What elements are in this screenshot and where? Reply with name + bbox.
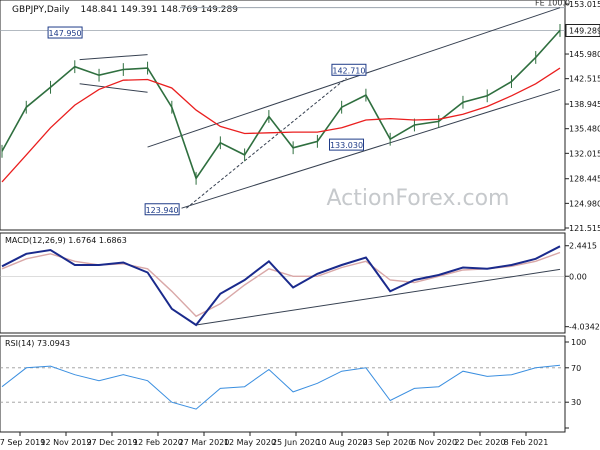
x-axis-label: 12 May 2020 [224,438,276,447]
x-axis-label: 12 Nov 2019 [40,438,91,447]
macd-y-tick-label: 0.00 [569,272,587,281]
rsi-layer [0,364,565,410]
price-panel [0,0,566,231]
ohlc-text: 148.841 149.391 148.769 149.289 [80,5,238,15]
channel-mid-line [186,77,347,209]
x-axis-label: 22 Dec 2020 [454,438,505,447]
price-y-tick-label: 142.515 [569,75,600,84]
price-annotation-box [47,26,83,39]
macd-line [1,245,561,327]
macd-panel [0,232,566,334]
price-y-tick-label: 149.289 [569,26,600,35]
price-y-tick-label: 132.015 [569,149,600,158]
flag-bottom-line [79,83,148,93]
chart-header: GBPJPY,Daily 148.841 149.391 148.769 149… [12,5,238,15]
macd-trend-line [196,268,561,326]
channel-lower-line [181,88,561,209]
price-y-tick-label: 138.945 [569,100,600,109]
watermark: ActionForex.com [327,186,510,211]
price-annotation-label: 133.030 [330,141,363,150]
price-annotation-label: 147.950 [49,29,82,38]
timeframe-text: ,Daily [44,5,70,15]
price-annotation-label: 142.710 [332,66,365,75]
rsi-y-tick-label: 30 [571,398,581,407]
moving-average-line [1,67,561,183]
x-axis-label: 27 Sep 2019 [0,438,45,447]
flag-top-line [79,54,148,61]
x-axis-label: 12 Feb 2020 [133,438,183,447]
price-y-tick-label: 124.980 [569,199,600,208]
x-axis-label: 27 Mar 2020 [179,438,230,447]
price-y-tick-label: 145.980 [569,50,600,59]
price-annotation-box [144,203,180,216]
macd-title: MACD(12,26,9) 1.6764 1.6863 [5,236,127,245]
x-axis-label: 6 Nov 2020 [411,438,457,447]
x-axis-label: 8 Feb 2021 [504,438,549,447]
rsi-y-tick-label: 100 [571,338,586,347]
rsi-line [1,364,561,410]
price-y-tick-label: 121.515 [569,224,600,233]
price-y-tick-label: 128.445 [569,175,600,184]
macd-y-tick-label: -4.0342 [569,323,600,332]
macd-y-tick-label: 2.4415 [569,242,597,251]
price-annotation-box [329,138,365,151]
rsi-panel [0,335,566,433]
price-annotation-box [331,63,367,76]
price-annotation-label: 123.940 [146,206,179,215]
rsi-y-tick-label: 70 [571,364,581,373]
x-axis-label: 25 Jun 2020 [272,438,320,447]
last-price-tag [565,23,600,37]
svg-text:GBPJPY,Daily 148.841 149: GBPJPY,Daily 148.841 149.391 148.769 149… [12,5,238,15]
x-axis-label: 27 Dec 2019 [86,438,137,447]
fe-100-label: FE 100.0 [535,0,570,8]
price-y-tick-label: 135.480 [569,125,600,134]
macd-layer [0,245,565,327]
x-axis-label: 10 Aug 2020 [316,438,367,447]
price-layer: FE 100.0 147.950 142.710 133.030 123.940 [0,0,570,216]
symbol-text: GBPJPY [12,5,44,15]
rsi-title: RSI(14) 73.0943 [5,339,70,348]
price-y-tick-label: 153.015 [569,0,600,9]
x-axis-label: 23 Sep 2020 [363,438,414,447]
